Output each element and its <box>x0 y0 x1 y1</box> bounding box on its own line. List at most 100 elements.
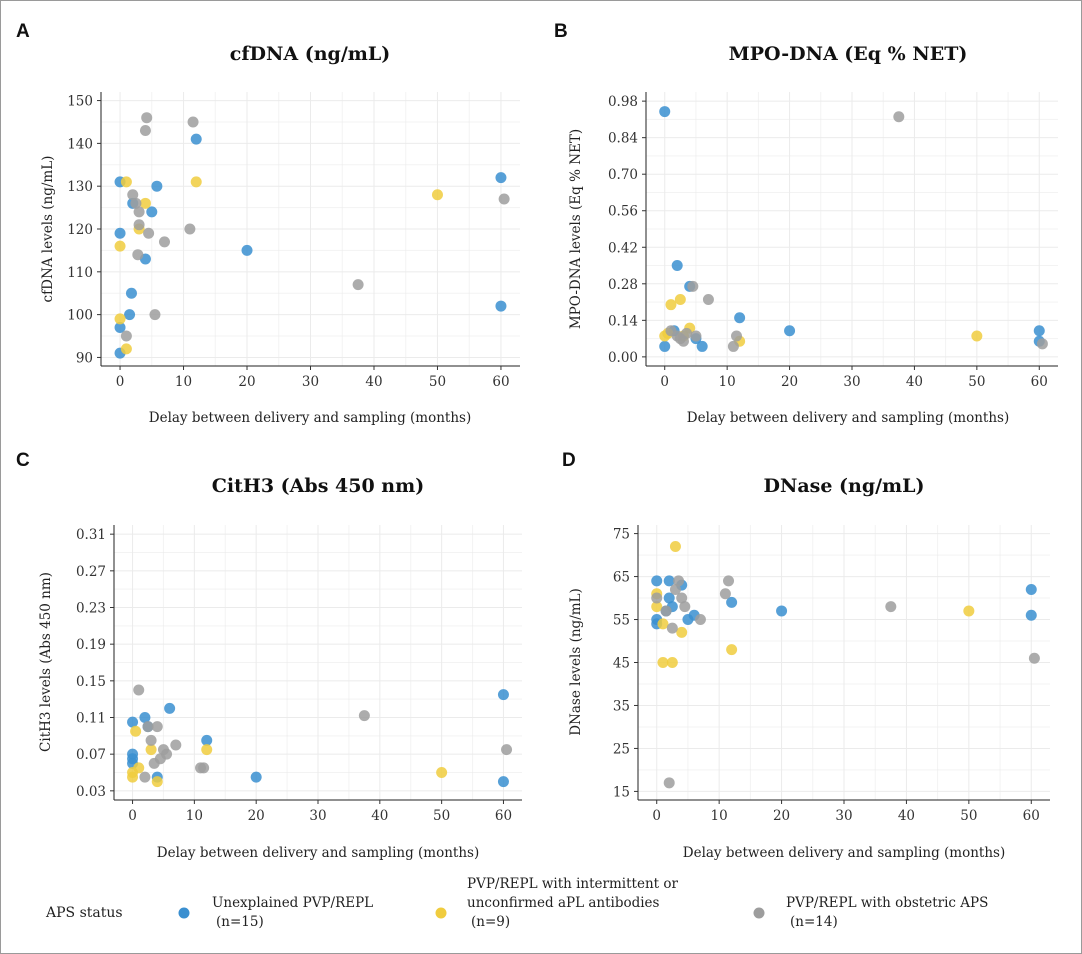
legend-title: APS status <box>45 905 123 921</box>
point-unexplained <box>784 325 796 337</box>
legend-swatch-obstetric <box>753 907 765 919</box>
legend-label-unexplained-line1: Unexplained PVP/REPL <box>212 895 373 911</box>
point-unexplained <box>124 309 136 321</box>
point-unexplained <box>1033 325 1045 337</box>
point-unexplained <box>734 312 746 324</box>
point-obstetric <box>352 279 364 291</box>
x-tick-label: 50 <box>429 374 446 390</box>
point-obstetric <box>133 684 145 696</box>
panel-title-b: MPO-DNA (Eq % NET) <box>729 43 968 65</box>
panel-title-a: cfDNA (ng/mL) <box>230 43 390 65</box>
legend-swatch-intermittent <box>435 907 447 919</box>
point-obstetric <box>120 330 132 342</box>
point-intermittent <box>201 744 213 756</box>
point-unexplained <box>495 300 507 312</box>
point-obstetric <box>133 219 145 231</box>
point-obstetric <box>143 227 155 239</box>
point-unexplained <box>114 227 126 239</box>
x-tick-label: 50 <box>433 808 450 824</box>
plot-area-a: 0 10 20 30 40 50 60 90 100 110 120 130 140 150 <box>67 92 520 390</box>
x-tick-label: 40 <box>371 808 388 824</box>
point-obstetric <box>170 739 182 751</box>
point-obstetric <box>669 583 681 595</box>
y-tick-label: 140 <box>67 136 93 152</box>
point-unexplained <box>651 575 663 587</box>
point-obstetric <box>885 601 897 613</box>
panel-a: A cfDNA (ng/mL) 0 10 20 30 40 50 60 90 100 110 120… <box>16 21 520 426</box>
point-unexplained <box>696 340 708 352</box>
y-tick-label: 0.31 <box>76 527 106 543</box>
y-tick-label: 100 <box>67 308 93 324</box>
x-axis-label-a: Delay between delivery and sampling (mon… <box>149 410 472 426</box>
x-tick-label: 50 <box>968 374 985 390</box>
plot-area-b: 0 10 20 30 40 50 60 0.00 0.14 0.28 0.42 0.56 0.70 0.8… <box>608 92 1058 390</box>
point-obstetric <box>893 111 905 123</box>
point-unexplained <box>151 180 163 192</box>
point-obstetric <box>139 771 151 783</box>
panel-b: B MPO-DNA (Eq % NET) 0 10 20 30 40 50 60 0.00 0.… <box>554 21 1058 426</box>
x-axis-label-b: Delay between delivery and sampling (mon… <box>687 410 1010 426</box>
panel-letter-b: B <box>554 21 568 42</box>
x-tick-label: 30 <box>843 374 860 390</box>
point-unexplained <box>726 596 738 608</box>
point-unexplained <box>190 133 202 145</box>
x-tick-label: 20 <box>781 374 798 390</box>
point-intermittent <box>139 197 151 209</box>
point-unexplained <box>250 771 262 783</box>
y-axis-label-c: CitH3 levels (Abs 450 nm) <box>38 572 54 752</box>
x-axis-label-d: Delay between delivery and sampling (mon… <box>683 845 1006 861</box>
point-intermittent <box>120 176 132 188</box>
point-unexplained <box>1025 583 1037 595</box>
point-intermittent <box>127 771 139 783</box>
y-tick-label: 0.19 <box>76 637 106 653</box>
point-intermittent <box>971 330 983 342</box>
x-tick-label: 60 <box>495 808 512 824</box>
point-unexplained <box>201 734 213 746</box>
x-tick-label: 0 <box>116 374 125 390</box>
x-tick-label: 10 <box>719 374 736 390</box>
x-tick-label: 40 <box>365 374 382 390</box>
point-obstetric <box>127 189 139 201</box>
x-tick-label: 40 <box>906 374 923 390</box>
point-obstetric <box>1028 652 1040 664</box>
point-unexplained <box>114 321 126 333</box>
legend-label-obstetric-line1: PVP/REPL with obstetric APS <box>786 895 988 911</box>
point-obstetric <box>694 614 706 626</box>
x-tick-label: 0 <box>660 374 669 390</box>
point-obstetric <box>690 330 702 342</box>
point-intermittent <box>669 540 681 552</box>
y-tick-label: 0.23 <box>76 601 106 617</box>
point-obstetric <box>651 592 663 604</box>
point-intermittent <box>190 176 202 188</box>
y-tick-label: 0.07 <box>76 747 106 763</box>
x-tick-label: 0 <box>652 808 661 824</box>
point-intermittent <box>431 189 443 201</box>
x-tick-label: 30 <box>302 374 319 390</box>
plot-area-c: 0 10 20 30 40 50 60 0.03 0.07 0.11 0.15 0.19 0.23 0.2… <box>76 525 522 824</box>
x-tick-label: 10 <box>186 808 203 824</box>
y-tick-label: 0.27 <box>76 564 106 580</box>
point-obstetric <box>679 601 691 613</box>
point-obstetric <box>151 721 163 733</box>
y-tick-label: 0.11 <box>76 711 106 727</box>
point-intermittent <box>145 744 157 756</box>
panel-letter-a: A <box>16 21 30 42</box>
point-obstetric <box>727 340 739 352</box>
x-tick-label: 10 <box>175 374 192 390</box>
point-intermittent <box>133 762 145 774</box>
point-obstetric <box>723 575 735 587</box>
point-intermittent <box>726 644 738 656</box>
x-tick-label: 10 <box>711 808 728 824</box>
point-unexplained <box>125 287 137 299</box>
point-obstetric <box>187 116 199 128</box>
point-obstetric <box>1036 338 1048 350</box>
point-intermittent <box>120 343 132 355</box>
x-tick-label: 30 <box>309 808 326 824</box>
point-obstetric <box>673 575 685 587</box>
point-unexplained <box>663 575 675 587</box>
x-tick-label: 30 <box>835 808 852 824</box>
legend: APS status Unexplained PVP/REPL (n=15) P… <box>45 876 988 930</box>
y-tick-label: 0.00 <box>608 350 638 366</box>
